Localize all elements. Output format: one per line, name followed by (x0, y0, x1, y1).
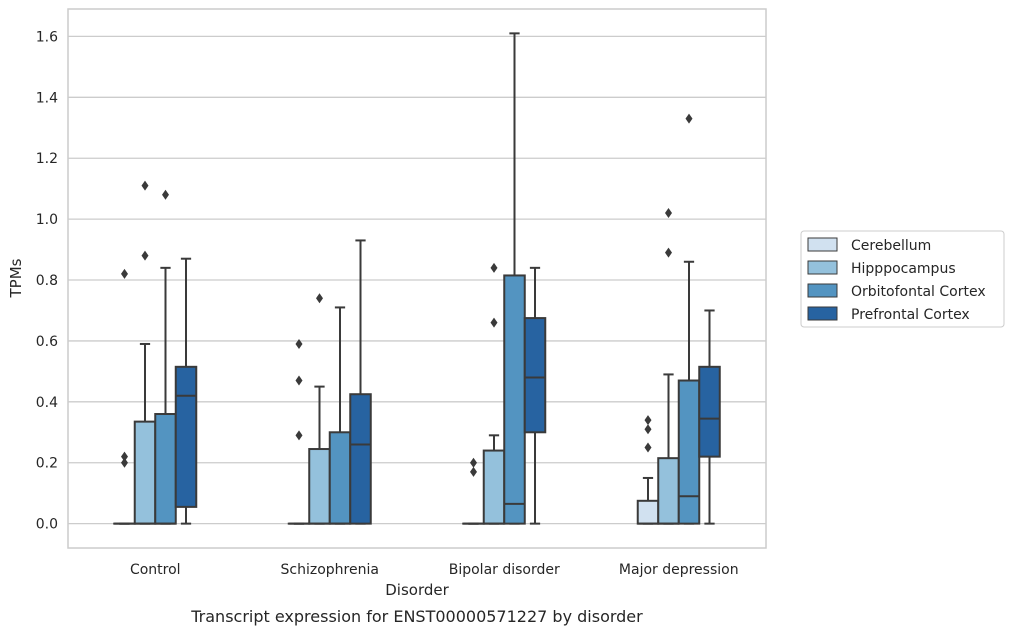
legend-label: Hipppocampus (851, 261, 956, 277)
outlier-point (120, 268, 128, 279)
box (523, 266, 547, 525)
box-iqr (657, 457, 680, 525)
outlier-point (162, 189, 170, 200)
y-tick-label: 0.4 (36, 395, 58, 411)
outlier-point (685, 113, 693, 124)
legend: Cerebellum Hipppocampus Orbitofontal Corte… (800, 230, 1005, 328)
box-iqr (636, 499, 660, 525)
box (349, 239, 372, 525)
y-axis-ticks: 0.0 0.2 0.4 0.6 0.8 1.0 1.2 1.4 1.6 (36, 29, 58, 532)
x-tick-label: Major depression (619, 562, 739, 578)
y-tick-label: 1.2 (36, 151, 58, 167)
legend-label: Prefrontal Cortex (851, 307, 970, 323)
box-group (462, 32, 547, 525)
outlier-point (120, 451, 128, 462)
box (503, 32, 526, 525)
x-tick-label: Schizophrenia (281, 562, 379, 578)
box (698, 309, 721, 525)
box (287, 338, 311, 525)
box-iqr (133, 420, 157, 525)
y-tick-label: 1.4 (36, 90, 58, 106)
outlier-point (469, 466, 477, 477)
outlier-point (490, 262, 498, 273)
legend-swatch (807, 306, 838, 321)
outlier-point (644, 424, 652, 435)
y-tick-label: 1.6 (36, 29, 58, 45)
legend-swatch (807, 260, 838, 275)
box-iqr (174, 365, 198, 508)
box (636, 415, 660, 525)
outlier-point (295, 338, 303, 349)
box-iqr (328, 431, 352, 525)
outlier-point (295, 430, 303, 441)
outlier-point (315, 293, 323, 304)
box-iqr (349, 393, 372, 525)
y-tick-label: 0.0 (36, 517, 58, 533)
box-iqr (154, 413, 177, 525)
outlier-point (664, 247, 672, 258)
box-group (113, 180, 198, 525)
box (328, 306, 352, 525)
outlier-point (141, 180, 149, 191)
box-groups (113, 32, 721, 525)
box-iqr (503, 274, 526, 525)
box (462, 457, 485, 525)
box-iqr (523, 317, 547, 434)
box-group (636, 113, 721, 525)
y-tick-label: 0.6 (36, 334, 58, 350)
y-axis-label: TPMs (7, 258, 25, 298)
box-group (287, 239, 372, 525)
box (154, 189, 177, 525)
y-tick-label: 0.2 (36, 456, 58, 472)
legend-label: Orbitofontal Cortex (851, 284, 986, 300)
box (133, 180, 157, 525)
x-tick-label: Control (130, 562, 181, 578)
x-axis-label: Disorder (385, 581, 449, 599)
outlier-point (469, 457, 477, 468)
box (174, 257, 198, 525)
outlier-point (664, 208, 672, 219)
box-iqr (308, 448, 331, 525)
y-tick-label: 1.0 (36, 212, 58, 228)
box-iqr (677, 379, 701, 525)
box-iqr (482, 449, 506, 525)
legend-label: Cerebellum (851, 238, 931, 254)
outlier-point (141, 250, 149, 261)
chart-caption: Transcript expression for ENST0000057122… (190, 607, 643, 626)
outlier-point (644, 415, 652, 426)
legend-swatch (807, 237, 838, 252)
legend-swatch (807, 283, 838, 298)
legend-frame (800, 230, 1005, 328)
outlier-point (644, 442, 652, 453)
outlier-point (295, 375, 303, 386)
y-tick-label: 0.8 (36, 273, 58, 289)
box-iqr (698, 365, 721, 458)
x-axis-ticks: Control Schizophrenia Bipolar disorder Majo… (130, 562, 739, 578)
outlier-point (120, 457, 128, 468)
x-tick-label: Bipolar disorder (449, 562, 560, 578)
outlier-point (490, 317, 498, 328)
box (113, 268, 136, 525)
